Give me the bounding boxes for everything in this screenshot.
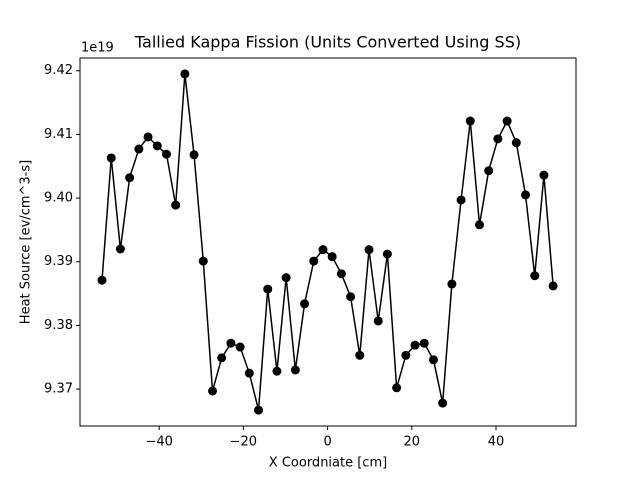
x-axis-label: X Coordniate [cm]: [269, 456, 387, 471]
data-point: [346, 292, 356, 302]
data-point: [97, 275, 107, 285]
data-point: [456, 195, 466, 205]
data-point: [419, 338, 429, 348]
data-point: [511, 138, 521, 148]
data-point: [235, 342, 245, 352]
data-point: [171, 200, 181, 210]
x-tick-label: −40: [145, 435, 172, 450]
data-point: [115, 244, 125, 254]
data-point: [502, 116, 512, 126]
data-point: [263, 284, 273, 294]
data-point: [217, 353, 227, 363]
data-point: [539, 170, 549, 180]
data-point: [254, 405, 264, 415]
data-point: [373, 316, 383, 326]
y-tick-label: 9.41: [44, 127, 73, 142]
data-point: [521, 190, 531, 200]
data-point: [530, 271, 540, 281]
data-point: [244, 368, 254, 378]
chart-title: Tallied Kappa Fission (Units Converted U…: [134, 33, 521, 52]
data-point: [327, 252, 337, 262]
data-line: [101, 73, 554, 411]
data-point: [474, 220, 484, 230]
data-point: [180, 69, 190, 79]
data-point: [208, 386, 218, 396]
data-point: [355, 350, 365, 360]
data-point: [161, 149, 171, 159]
data-point: [318, 245, 328, 255]
data-point: [125, 173, 135, 183]
data-point: [382, 249, 392, 259]
x-tick-label: −20: [230, 435, 257, 450]
data-point: [281, 273, 291, 283]
y-tick-label: 9.37: [44, 382, 73, 397]
data-point: [290, 365, 300, 375]
data-point: [484, 166, 494, 176]
data-point: [226, 338, 236, 348]
y-tick-label: 9.40: [44, 191, 73, 206]
data-point: [152, 141, 162, 151]
data-point: [272, 366, 282, 376]
data-point: [410, 340, 420, 350]
data-point: [336, 269, 346, 279]
data-point: [392, 383, 402, 393]
data-point: [143, 132, 153, 142]
data-point: [548, 281, 558, 291]
data-point: [447, 279, 457, 289]
data-point: [401, 350, 411, 360]
x-tick-label: 0: [323, 435, 331, 450]
y-offset-label: 1e19: [81, 41, 114, 56]
data-point: [189, 150, 199, 160]
x-tick-label: 20: [404, 435, 421, 450]
data-point: [106, 153, 116, 163]
data-point: [364, 245, 374, 255]
y-tick-label: 9.38: [44, 318, 73, 333]
y-tick-label: 9.39: [44, 254, 73, 269]
x-tick-label: 40: [488, 435, 505, 450]
data-point: [465, 116, 475, 126]
data-point: [493, 134, 503, 144]
y-axis-label: Heat Source [ev/cm^3-s]: [19, 160, 34, 324]
data-point: [134, 144, 144, 154]
data-point: [309, 256, 319, 266]
data-point: [428, 355, 438, 365]
y-tick-label: 9.42: [44, 63, 73, 78]
plot-frame: [79, 57, 577, 427]
data-point: [300, 299, 310, 309]
data-point: [438, 398, 448, 408]
data-point: [198, 256, 208, 266]
